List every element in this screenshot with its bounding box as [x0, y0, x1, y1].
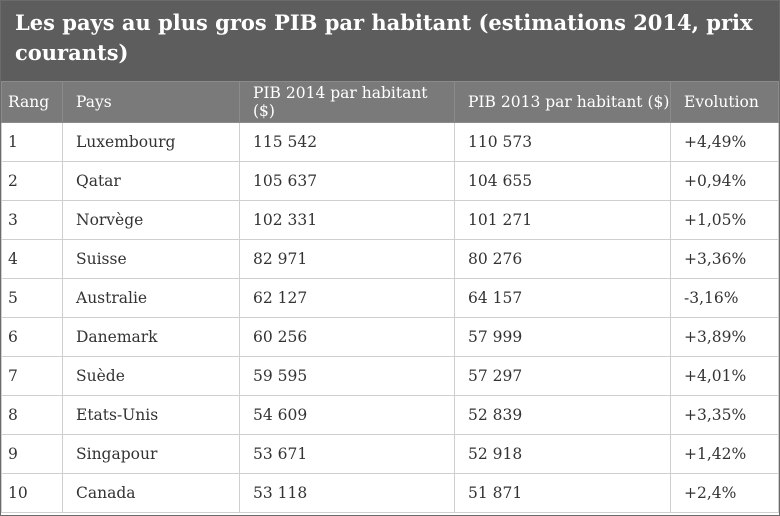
cell-evolution: +3,36% — [670, 239, 779, 279]
table-row: 1 Luxembourg 115 542 110 573 +4,49% — [1, 122, 779, 162]
cell-evolution: -3,16% — [670, 278, 779, 318]
table-title: Les pays au plus gros PIB par habitant (… — [1, 1, 779, 81]
cell-country: Qatar — [62, 161, 240, 201]
cell-gdp-2013: 52 918 — [454, 434, 671, 474]
cell-evolution: +1,05% — [670, 200, 779, 240]
cell-rank: 9 — [1, 434, 63, 474]
table-row: 4 Suisse 82 971 80 276 +3,36% — [1, 239, 779, 279]
header-evolution: Evolution — [670, 81, 779, 123]
gdp-table: Rang Pays PIB 2014 par habitant ($) PIB … — [1, 81, 779, 513]
cell-gdp-2014: 82 971 — [239, 239, 455, 279]
cell-gdp-2013: 57 999 — [454, 317, 671, 357]
cell-country: Danemark — [62, 317, 240, 357]
table-row: 5 Australie 62 127 64 157 -3,16% — [1, 278, 779, 318]
table-header: Rang Pays PIB 2014 par habitant ($) PIB … — [1, 81, 779, 123]
cell-gdp-2013: 51 871 — [454, 473, 671, 513]
cell-gdp-2014: 60 256 — [239, 317, 455, 357]
cell-rank: 3 — [1, 200, 63, 240]
table-row: 6 Danemark 60 256 57 999 +3,89% — [1, 317, 779, 357]
cell-rank: 1 — [1, 122, 63, 162]
cell-rank: 6 — [1, 317, 63, 357]
cell-evolution: +0,94% — [670, 161, 779, 201]
cell-gdp-2014: 102 331 — [239, 200, 455, 240]
cell-gdp-2014: 105 637 — [239, 161, 455, 201]
header-gdp-2013: PIB 2013 par habitant ($) — [454, 81, 671, 123]
cell-gdp-2014: 62 127 — [239, 278, 455, 318]
cell-gdp-2014: 115 542 — [239, 122, 455, 162]
cell-country: Luxembourg — [62, 122, 240, 162]
header-row: Rang Pays PIB 2014 par habitant ($) PIB … — [1, 81, 779, 123]
cell-gdp-2013: 64 157 — [454, 278, 671, 318]
cell-evolution: +1,42% — [670, 434, 779, 474]
cell-country: Australie — [62, 278, 240, 318]
cell-evolution: +3,35% — [670, 395, 779, 435]
header-rank: Rang — [1, 81, 63, 123]
cell-gdp-2013: 101 271 — [454, 200, 671, 240]
cell-gdp-2013: 110 573 — [454, 122, 671, 162]
cell-rank: 8 — [1, 395, 63, 435]
table-row: 8 Etats-Unis 54 609 52 839 +3,35% — [1, 395, 779, 435]
cell-gdp-2014: 54 609 — [239, 395, 455, 435]
table-row: 2 Qatar 105 637 104 655 +0,94% — [1, 161, 779, 201]
header-country: Pays — [62, 81, 240, 123]
cell-country: Canada — [62, 473, 240, 513]
cell-country: Etats-Unis — [62, 395, 240, 435]
cell-country: Singapour — [62, 434, 240, 474]
table-body: 1 Luxembourg 115 542 110 573 +4,49% 2 Qa… — [1, 122, 779, 513]
cell-gdp-2013: 80 276 — [454, 239, 671, 279]
cell-country: Norvège — [62, 200, 240, 240]
cell-gdp-2014: 53 118 — [239, 473, 455, 513]
cell-evolution: +4,01% — [670, 356, 779, 396]
cell-rank: 7 — [1, 356, 63, 396]
cell-rank: 10 — [1, 473, 63, 513]
table-row: 10 Canada 53 118 51 871 +2,4% — [1, 473, 779, 513]
cell-rank: 4 — [1, 239, 63, 279]
table-row: 3 Norvège 102 331 101 271 +1,05% — [1, 200, 779, 240]
cell-country: Suisse — [62, 239, 240, 279]
cell-evolution: +2,4% — [670, 473, 779, 513]
table-row: 7 Suède 59 595 57 297 +4,01% — [1, 356, 779, 396]
cell-rank: 5 — [1, 278, 63, 318]
cell-gdp-2014: 53 671 — [239, 434, 455, 474]
table-row: 9 Singapour 53 671 52 918 +1,42% — [1, 434, 779, 474]
cell-gdp-2013: 104 655 — [454, 161, 671, 201]
header-gdp-2014: PIB 2014 par habitant ($) — [239, 81, 455, 123]
cell-gdp-2013: 52 839 — [454, 395, 671, 435]
cell-evolution: +4,49% — [670, 122, 779, 162]
cell-country: Suède — [62, 356, 240, 396]
cell-gdp-2014: 59 595 — [239, 356, 455, 396]
cell-evolution: +3,89% — [670, 317, 779, 357]
cell-gdp-2013: 57 297 — [454, 356, 671, 396]
cell-rank: 2 — [1, 161, 63, 201]
